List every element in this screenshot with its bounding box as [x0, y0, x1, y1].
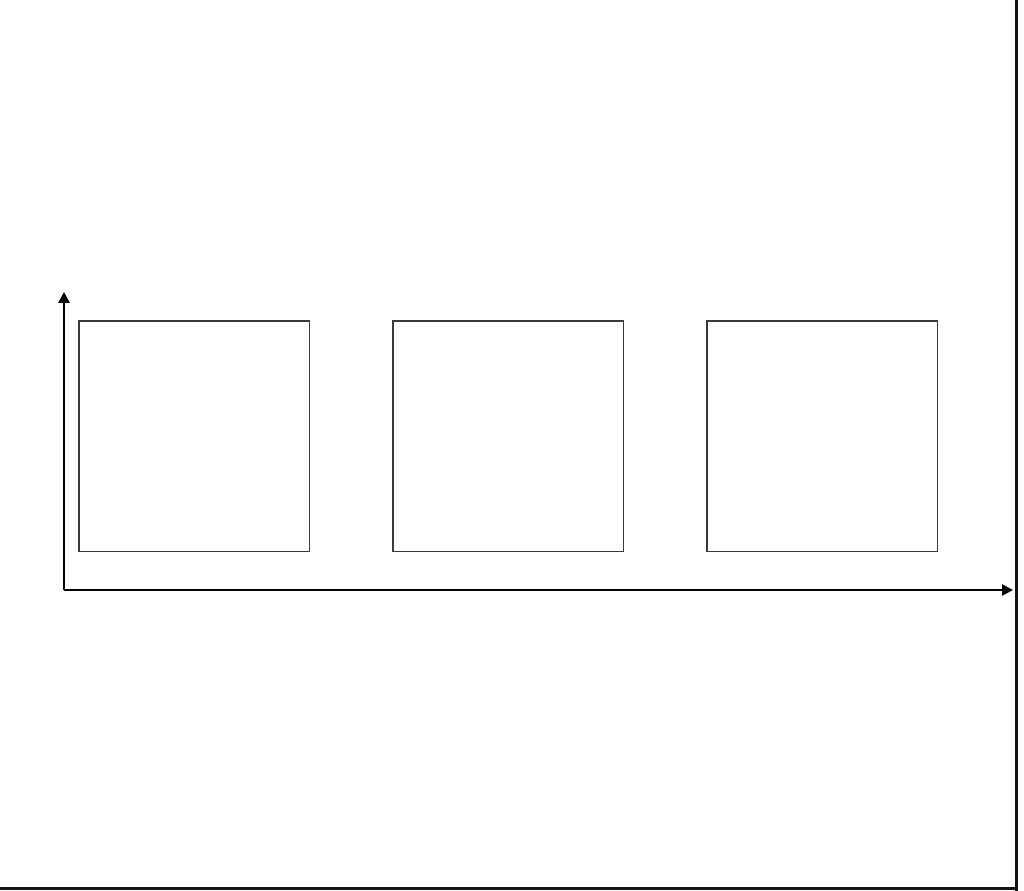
flow-scatter-canvas — [79, 321, 379, 471]
flow-scatter-plot — [706, 320, 1007, 552]
y-axis-ticks — [658, 320, 706, 552]
flow-scatter-plot — [392, 320, 693, 552]
flow-panel-glu-cu-cpds-tmb — [658, 299, 1007, 572]
flow-scatter-canvas — [707, 321, 1007, 471]
annexin-axis-arrowhead — [1002, 584, 1013, 596]
quadrant-gate-vertical — [707, 321, 709, 551]
quadrant-gate-vertical — [79, 321, 81, 551]
y-axis-ticks — [344, 320, 392, 552]
flow-title — [392, 299, 624, 320]
flow-scatter-canvas — [393, 321, 693, 471]
flow-panel-glu-cu-cpds — [344, 299, 693, 572]
flow-title — [706, 299, 938, 320]
quadrant-gate-horizontal — [393, 321, 623, 323]
flow-title — [78, 299, 310, 320]
flow-scatter-plot — [78, 320, 379, 552]
quadrant-gate-vertical — [393, 321, 395, 551]
figure-right-border — [1015, 0, 1018, 891]
pi-axis-arrow — [63, 301, 66, 590]
figure-bottom-border — [0, 887, 1017, 890]
flow-panel-control — [30, 299, 379, 572]
x-axis-ticks — [706, 552, 938, 572]
annexin-axis-arrow — [64, 589, 1004, 592]
quadrant-gate-horizontal — [79, 321, 309, 323]
x-axis-ticks — [392, 552, 624, 572]
quadrant-gate-horizontal — [707, 321, 937, 323]
x-axis-ticks — [78, 552, 310, 572]
pi-axis-arrowhead — [58, 292, 70, 303]
y-axis-ticks — [30, 320, 78, 552]
